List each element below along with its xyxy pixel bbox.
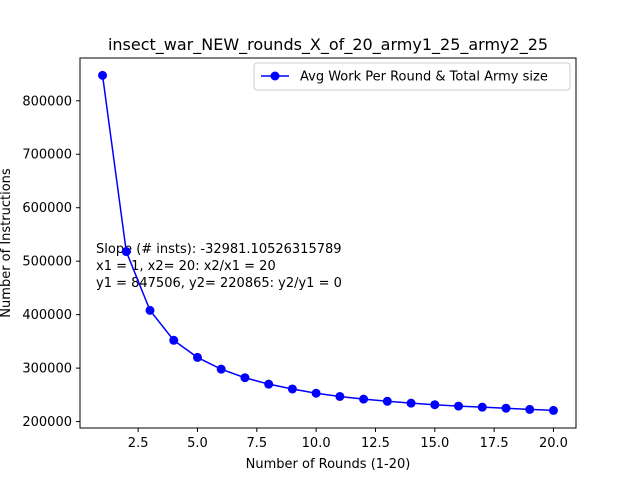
slope-annotation: Slope (# insts): -32981.10526315789 x1 =… bbox=[96, 242, 342, 291]
data-point bbox=[311, 388, 321, 398]
y-tick-label: 200000 bbox=[22, 415, 72, 430]
x-tick-label: 17.5 bbox=[480, 436, 509, 451]
legend-box bbox=[253, 62, 571, 91]
data-point bbox=[192, 352, 202, 362]
x-tick-label: 20.0 bbox=[539, 436, 568, 451]
annotation-line-slope: Slope (# insts): -32981.10526315789 bbox=[96, 242, 342, 257]
x-tick-label: 7.5 bbox=[246, 436, 267, 451]
x-axis-title: Number of Rounds (1-20) bbox=[246, 457, 411, 472]
data-point bbox=[121, 247, 131, 257]
data-point bbox=[454, 401, 464, 411]
data-point bbox=[382, 396, 392, 406]
axes: 2.5 5.0 7.5 10.0 12.5 15.0 17.5 20.0 200000 30000… bbox=[22, 57, 577, 451]
plot-area bbox=[80, 58, 576, 428]
legend-label: Avg Work Per Round & Total Army size bbox=[300, 70, 548, 85]
y-tick-label: 600000 bbox=[22, 201, 72, 216]
data-point bbox=[145, 305, 155, 315]
y-tick-label: 400000 bbox=[22, 308, 72, 323]
x-tick-label: 2.5 bbox=[128, 436, 149, 451]
data-point bbox=[264, 379, 274, 389]
data-point bbox=[287, 384, 297, 394]
annotation-line-x: x1 = 1, x2= 20: x2/x1 = 20 bbox=[96, 259, 276, 274]
data-point bbox=[477, 402, 487, 412]
x-tick-label: 12.5 bbox=[361, 436, 390, 451]
data-point bbox=[216, 364, 226, 374]
data-series bbox=[98, 70, 558, 415]
data-point bbox=[430, 400, 440, 410]
legend: Avg Work Per Round & Total Army size bbox=[253, 62, 571, 91]
data-point bbox=[169, 335, 179, 345]
data-point bbox=[240, 373, 250, 383]
y-tick-label: 800000 bbox=[22, 94, 72, 109]
y-axis-title: Number of Instructions bbox=[0, 168, 14, 318]
x-tick-label: 5.0 bbox=[187, 436, 208, 451]
data-point bbox=[406, 398, 416, 408]
data-point bbox=[335, 391, 345, 401]
annotation-line-y: y1 = 847506, y2= 220865: y2/y1 = 0 bbox=[96, 276, 342, 291]
plot-frame bbox=[79, 57, 577, 429]
x-tick-label: 15.0 bbox=[420, 436, 449, 451]
data-point bbox=[548, 405, 558, 415]
y-tick-label: 500000 bbox=[22, 255, 72, 270]
x-tick-label: 10.0 bbox=[302, 436, 331, 451]
data-point bbox=[359, 394, 369, 404]
chart-title: insect_war_NEW_rounds_X_of_20_army1_25_a… bbox=[108, 35, 548, 55]
y-tick-label: 700000 bbox=[22, 148, 72, 163]
data-point bbox=[525, 404, 535, 414]
data-point bbox=[501, 403, 511, 413]
data-point bbox=[98, 70, 108, 80]
y-tick-label: 300000 bbox=[22, 362, 72, 377]
legend-marker bbox=[270, 71, 280, 81]
